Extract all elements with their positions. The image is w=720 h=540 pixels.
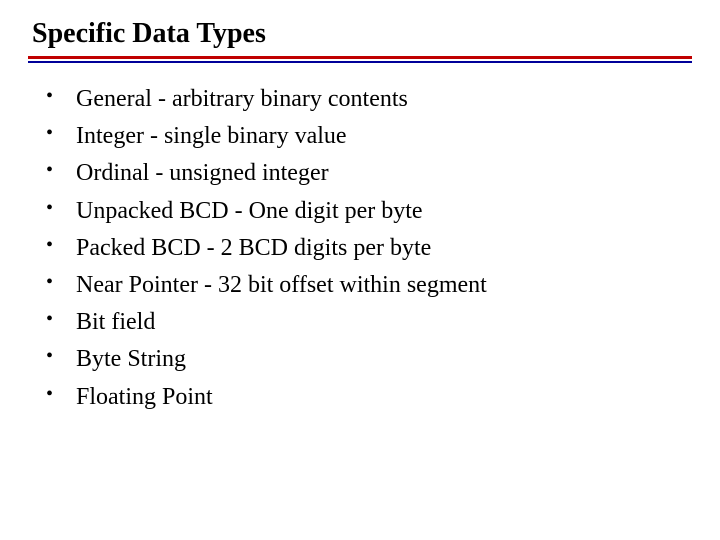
slide-title: Specific Data Types bbox=[28, 18, 692, 50]
list-item: Byte String bbox=[46, 341, 692, 378]
list-item: Ordinal - unsigned integer bbox=[46, 155, 692, 192]
list-item: Integer - single binary value bbox=[46, 118, 692, 155]
list-item: General - arbitrary binary contents bbox=[46, 81, 692, 118]
underline-red bbox=[28, 56, 692, 59]
bullet-list: General - arbitrary binary contents Inte… bbox=[28, 81, 692, 416]
underline-blue bbox=[28, 61, 692, 63]
list-item: Floating Point bbox=[46, 379, 692, 416]
list-item: Packed BCD - 2 BCD digits per byte bbox=[46, 230, 692, 267]
list-item: Unpacked BCD - One digit per byte bbox=[46, 193, 692, 230]
list-item: Near Pointer - 32 bit offset within segm… bbox=[46, 267, 692, 304]
title-underline bbox=[28, 56, 692, 63]
list-item: Bit field bbox=[46, 304, 692, 341]
